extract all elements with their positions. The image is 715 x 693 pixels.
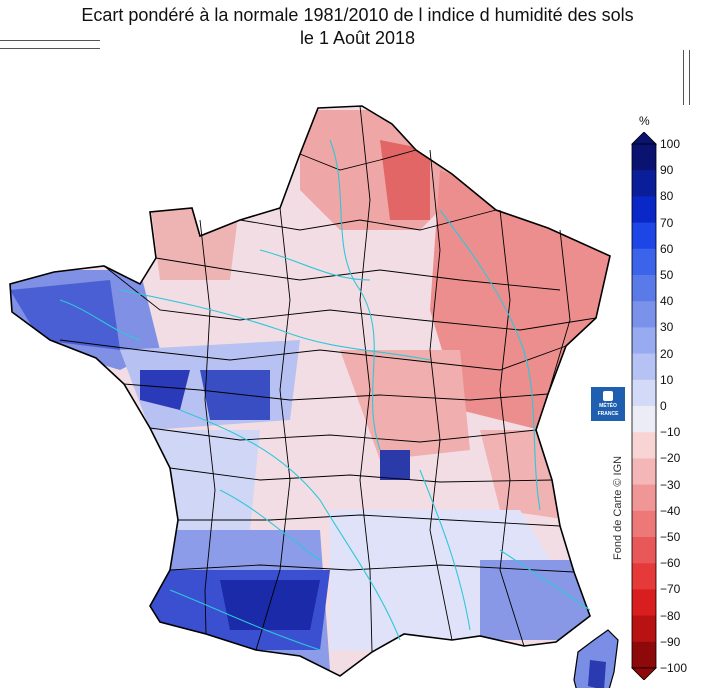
colorbar-tick-label: −60	[660, 556, 681, 571]
france-map	[0, 50, 640, 693]
decorative-rule-left	[0, 40, 100, 49]
colorbar-tick-label: 60	[660, 241, 674, 256]
logo-text-1: MÉTÉO	[599, 403, 617, 409]
colorbar-tick-label: −80	[660, 608, 681, 623]
colorbar-band	[632, 406, 656, 433]
colorbar-band	[632, 615, 656, 643]
colorbar-tick-label: 20	[660, 346, 674, 361]
meteo-france-logo: MÉTÉO FRANCE	[591, 387, 625, 421]
map-title: Ecart pondéré à la normale 1981/2010 de …	[0, 4, 715, 50]
colorbar-tick-label: −100	[660, 661, 688, 675]
colorbar-tick-label: 70	[660, 215, 674, 230]
colorbar-band	[632, 353, 656, 381]
colorbar-band	[632, 484, 656, 512]
colorbar-band	[632, 144, 656, 171]
map-fill	[10, 106, 610, 676]
colorbar-tick-label: 0	[660, 399, 667, 413]
colorbar-tick-label: −50	[660, 530, 681, 544]
france-outline	[9, 105, 611, 677]
logo-mark-icon	[603, 391, 613, 401]
logo-text-2: FRANCE	[597, 411, 619, 417]
colorbar-tick-label: −90	[660, 634, 681, 649]
colorbar-unit: %	[639, 114, 650, 128]
colorbar-band	[632, 641, 656, 669]
colorbar-band	[632, 537, 656, 564]
decorative-rule-right	[683, 50, 690, 105]
colorbar-band	[632, 379, 656, 407]
colorbar-tick-label: −20	[660, 451, 681, 466]
colorbar-arrow-bottom	[631, 667, 657, 680]
colorbar-tick-label: 30	[660, 320, 674, 335]
colorbar-tick-label: 50	[660, 268, 674, 282]
region-centre	[340, 350, 470, 460]
colorbar-arrow-top	[631, 132, 657, 145]
title-line-1: Ecart pondéré à la normale 1981/2010 de …	[81, 5, 634, 25]
colorbar	[631, 132, 657, 680]
colorbar-band	[632, 563, 656, 590]
colorbar-band	[632, 248, 656, 276]
region-normandie	[150, 200, 240, 280]
colorbar-band	[632, 589, 656, 617]
colorbar-band	[632, 275, 656, 302]
colorbar-band	[632, 458, 656, 486]
corsica	[573, 629, 619, 693]
region-bretagne	[10, 280, 120, 350]
colorbar-band	[632, 301, 656, 328]
colorbar-tick-label: 40	[660, 294, 674, 309]
colorbar-tick-label: 100	[660, 137, 681, 151]
title-line-2: le 1 Août 2018	[299, 28, 416, 48]
colorbar-band	[632, 196, 656, 224]
colorbar-tick-label: −10	[660, 425, 681, 440]
map-credit: Fond de Carte © IGN	[612, 455, 624, 560]
colorbar-band	[632, 222, 656, 250]
colorbar-tick-label: 90	[660, 163, 674, 178]
colorbar-tick-label: 80	[660, 189, 674, 204]
rivers	[59, 139, 591, 651]
department-boundaries	[59, 105, 597, 653]
colorbar-band	[632, 510, 656, 538]
colorbar-band	[632, 327, 656, 355]
colorbar-tick-label: 10	[660, 372, 674, 387]
colorbar-tick-label: −30	[660, 477, 681, 492]
colorbar-band	[632, 170, 656, 197]
colorbar-band	[632, 432, 656, 459]
colorbar-tick-label: −40	[660, 503, 681, 518]
france-map-svg	[9, 105, 619, 693]
colorbar-tick-label: −70	[660, 582, 681, 597]
